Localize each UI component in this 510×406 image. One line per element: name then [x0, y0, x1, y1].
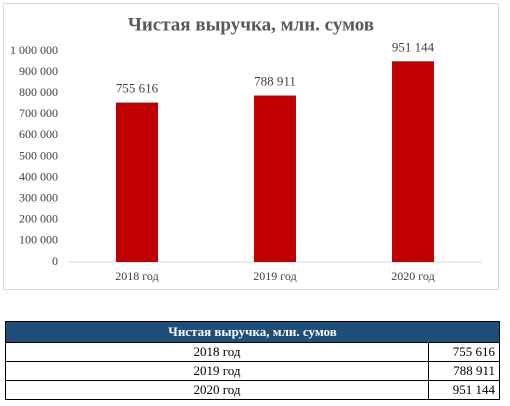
y-tick-label: 900 000	[19, 64, 58, 78]
y-tick-label: 400 000	[19, 169, 58, 183]
bar	[116, 102, 158, 262]
y-tick-label: 700 000	[19, 106, 58, 120]
data-label: 788 911	[254, 74, 296, 89]
y-tick-label: 100 000	[19, 233, 58, 247]
bar	[392, 61, 434, 262]
table-cell: 951 144	[428, 380, 500, 400]
x-tick-label: 2018 год	[115, 269, 158, 283]
x-tick-label: 2019 год	[253, 269, 296, 283]
table-cell: 2020 год	[5, 380, 429, 400]
data-label: 755 616	[116, 81, 159, 96]
table-title: Чистая выручка, млн. сумов	[5, 321, 500, 343]
y-tick-label: 300 000	[19, 190, 58, 204]
y-tick-label: 500 000	[19, 148, 58, 162]
x-tick-label: 2020 год	[391, 269, 434, 283]
chart-title: Чистая выручка, млн. сумов	[128, 14, 374, 35]
y-tick-label: 1 000 000	[10, 43, 58, 57]
data-table: Чистая выручка, млн. сумов 2018 год 755 6…	[5, 321, 500, 400]
data-label: 951 144	[392, 39, 435, 54]
y-tick-label: 200 000	[19, 212, 58, 226]
chart: Чистая выручка, млн. сумов 0 100 000 200 0…	[3, 3, 499, 290]
table-cell: 2018 год	[5, 342, 429, 362]
y-tick-label: 600 000	[19, 127, 58, 141]
table-cell: 788 911	[428, 361, 500, 381]
y-tick-label: 0	[52, 254, 58, 268]
table-cell: 755 616	[428, 342, 500, 362]
table-cell: 2019 год	[5, 361, 429, 381]
y-tick-label: 800 000	[19, 85, 58, 99]
bar	[254, 95, 296, 262]
